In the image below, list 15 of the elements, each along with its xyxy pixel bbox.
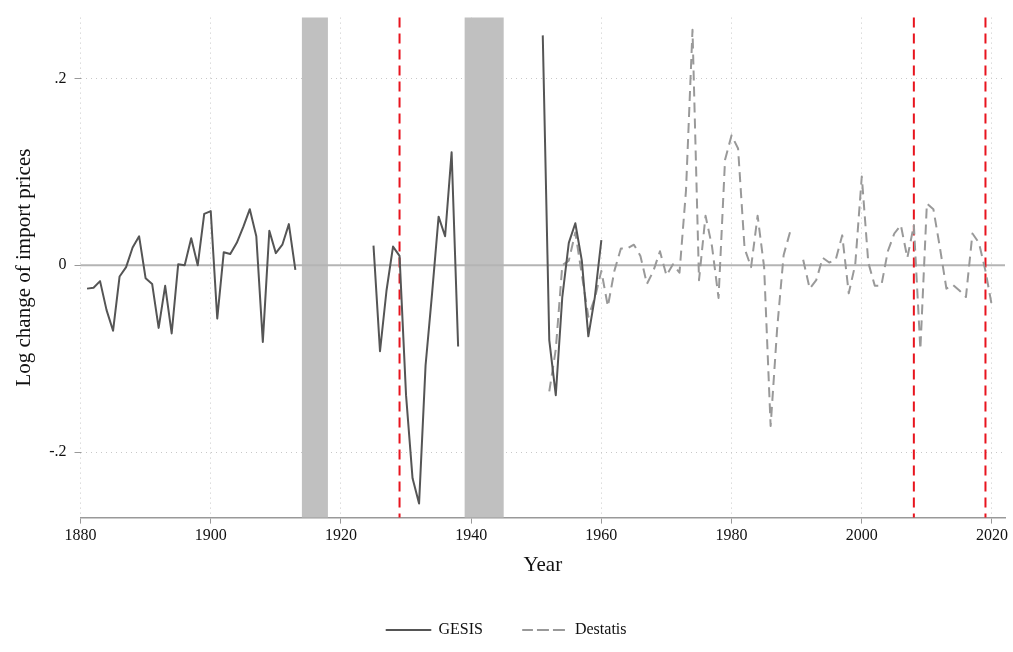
x-tick-label: 1940 <box>455 526 488 544</box>
x-tick-label: 1880 <box>64 526 97 544</box>
x-axis-title: Year <box>523 551 563 576</box>
x-tick-label: 2020 <box>975 526 1008 544</box>
y-tick-label: 0 <box>58 255 67 273</box>
x-tick-label: 1900 <box>194 526 227 544</box>
x-tick-label: 1980 <box>715 526 748 544</box>
x-tick-label: 1960 <box>585 526 618 544</box>
legend-label: Destatis <box>574 620 627 638</box>
y-axis-title: Log change of import prices <box>11 148 36 387</box>
x-tick-label: 2000 <box>845 526 878 544</box>
y-tick-label: -.2 <box>49 442 67 460</box>
legend-label: GESIS <box>438 620 483 638</box>
x-tick-label: 1920 <box>324 526 357 544</box>
y-tick-label: .2 <box>54 68 67 86</box>
